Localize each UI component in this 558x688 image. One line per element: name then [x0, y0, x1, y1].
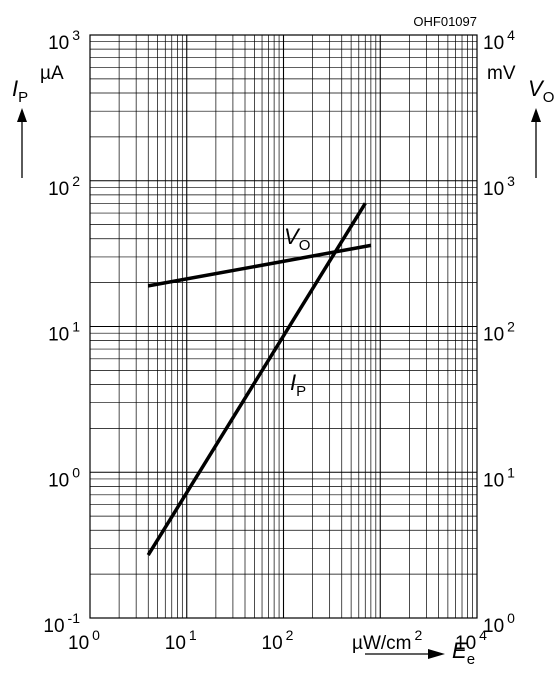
y-left-tick-label: 10 3: [48, 27, 80, 54]
figure-code: OHF01097: [413, 14, 477, 29]
y-left-tick-label: 10 0: [48, 464, 80, 491]
y-right-tick-label: 10 4: [483, 27, 515, 54]
y-left-arrow-icon: [17, 108, 27, 178]
series-label-vo: VO: [284, 224, 310, 254]
y-left-unit: µA: [40, 63, 64, 84]
x-tick-label: 10 1: [165, 627, 197, 654]
y-left-symbol: IP: [12, 76, 28, 106]
y-right-symbol: VO: [528, 76, 554, 106]
series-label-ip: IP: [290, 370, 306, 400]
y-right-tick-label: 10 2: [483, 319, 515, 346]
curves: [146, 202, 372, 557]
y-left-tick-label: 10 1: [48, 319, 80, 346]
y-right-arrow-icon: [531, 108, 541, 178]
x-tick-label: 10 4: [455, 627, 487, 654]
y-left-tick-label: 10 -1: [43, 610, 80, 637]
plot-frame: [89, 34, 478, 619]
y-right-tick-label: 10 1: [483, 464, 515, 491]
x-arrow-icon: [365, 649, 445, 659]
labels: 10 -110 010 110 210 310 010 110 210 310 410 0 10 1 10 2…: [12, 14, 554, 668]
series-line-ip: [146, 202, 367, 557]
y-right-tick-label: 10 0: [483, 610, 515, 637]
grid: [90, 35, 477, 618]
series-line-vo: [147, 243, 372, 288]
x-unit: µW/cm 2: [352, 627, 423, 654]
y-right-tick-label: 10 3: [483, 173, 515, 200]
x-tick-label: 10 0: [68, 627, 100, 654]
x-symbol: Ee: [452, 638, 475, 668]
y-left-tick-label: 10 2: [48, 173, 80, 200]
x-tick-label: 10 2: [262, 627, 294, 654]
y-right-unit: mV: [487, 63, 516, 84]
